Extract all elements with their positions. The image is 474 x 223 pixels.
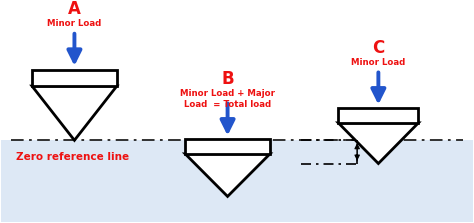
Text: Zero reference line: Zero reference line xyxy=(16,152,128,162)
Text: Minor Load: Minor Load xyxy=(351,58,405,67)
Polygon shape xyxy=(32,86,117,140)
Text: Minor Load + Major
Load  = Total load: Minor Load + Major Load = Total load xyxy=(180,89,275,109)
Text: B: B xyxy=(221,70,234,88)
Bar xyxy=(32,70,117,86)
Polygon shape xyxy=(185,154,270,196)
Bar xyxy=(338,108,419,123)
Text: Minor Load: Minor Load xyxy=(47,19,101,28)
Bar xyxy=(1,140,473,222)
Text: A: A xyxy=(68,0,81,18)
Bar xyxy=(185,139,270,154)
Polygon shape xyxy=(338,123,419,163)
Text: C: C xyxy=(372,39,384,57)
